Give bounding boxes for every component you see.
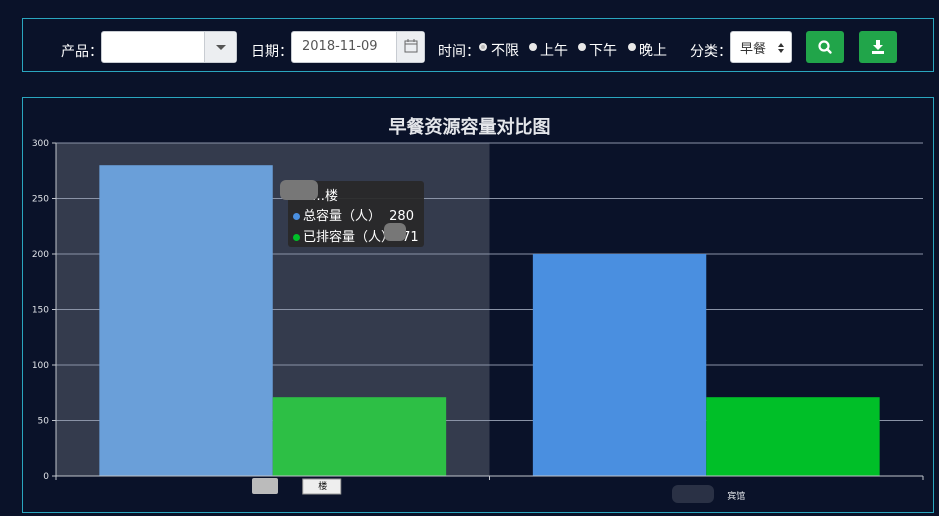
search-icon [818, 40, 832, 54]
chart-title: 早餐资源容量对比图 [388, 117, 551, 138]
bar-scheduled [706, 397, 880, 476]
date-value: 2018-11-09 [302, 39, 378, 54]
radio-time-any[interactable] [479, 43, 487, 51]
tooltip-total-label: 总容量（人） [303, 209, 382, 224]
series-dot-icon [293, 234, 300, 241]
y-tick-label: 300 [32, 139, 49, 149]
tooltip-row-total: 总容量（人） 280 [293, 205, 414, 224]
y-tick-label: 100 [32, 361, 49, 371]
y-tick-label: 50 [38, 417, 50, 427]
caret-down-icon [216, 45, 226, 50]
bar-total [99, 165, 273, 476]
redaction-blur [280, 180, 318, 200]
radio-label-afternoon: 下午 [589, 43, 617, 59]
y-tick-label: 200 [32, 250, 49, 260]
radio-label-morning: 上午 [540, 43, 568, 59]
category-select[interactable]: 早餐 [730, 31, 792, 63]
category-value: 早餐 [740, 42, 767, 57]
y-tick-label: 150 [32, 306, 49, 316]
redaction-blur [252, 478, 278, 494]
bar-scheduled [272, 397, 447, 476]
series-dot-icon [293, 213, 300, 220]
tooltip-scheduled-label: 已排容量（人） [303, 230, 395, 245]
download-button[interactable] [859, 31, 897, 63]
x-tick-label: 楼 [318, 480, 327, 492]
category-label: 分类： [690, 44, 732, 60]
date-input[interactable]: 2018-11-09 [291, 31, 425, 63]
radio-label-any: 不限 [491, 43, 519, 59]
calendar-icon [404, 39, 418, 53]
x-label-highlight [302, 478, 342, 495]
redaction-blur [384, 223, 406, 241]
radio-time-morning[interactable] [529, 43, 537, 51]
chart-panel [22, 97, 934, 513]
select-arrows-icon [778, 43, 784, 53]
search-button[interactable] [806, 31, 844, 63]
download-icon [872, 40, 884, 54]
time-label: 时间： [438, 44, 480, 60]
redaction-blur [672, 485, 714, 503]
radio-time-evening[interactable] [628, 43, 636, 51]
tooltip-row-scheduled: 已排容量（人） 71 [293, 226, 419, 245]
y-tick-label: 250 [32, 195, 49, 205]
radio-label-evening: 晚上 [639, 43, 667, 59]
x-tick-label: 宾馆 [727, 490, 745, 502]
product-select[interactable] [101, 31, 237, 63]
product-dropdown-toggle[interactable] [204, 32, 236, 62]
radio-time-afternoon[interactable] [578, 43, 586, 51]
tooltip-scheduled-value: 71 [402, 230, 419, 245]
product-label: 产品： [61, 44, 103, 60]
date-label: 日期： [251, 44, 293, 60]
filter-toolbar: 产品： 日期： 2018-11-09 时间： 不限 上午 下午 晚上 分类： 早… [22, 18, 934, 72]
calendar-button[interactable] [396, 32, 424, 62]
bar-total [532, 254, 707, 476]
tooltip-total-value: 280 [389, 209, 414, 224]
tooltip-title: …楼 [312, 189, 339, 204]
y-tick-label: 0 [43, 472, 49, 482]
